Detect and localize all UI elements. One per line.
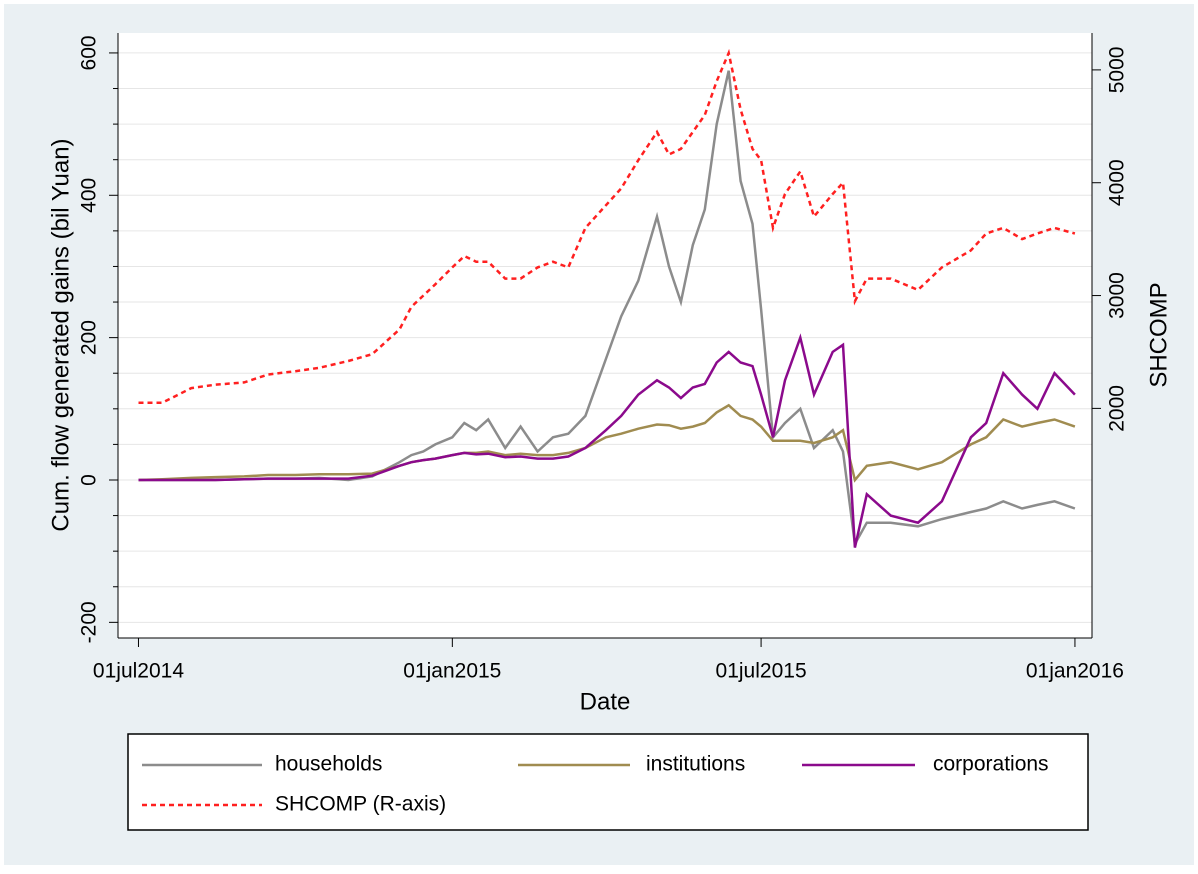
y-tick-label: -200 — [78, 601, 101, 643]
x-tick-label: 01jul2015 — [716, 660, 807, 683]
legend-label: institutions — [646, 753, 745, 776]
y-tick-label: 600 — [78, 35, 101, 70]
y2-axis-label: SHCOMP — [1145, 282, 1172, 387]
y-tick-label: 200 — [78, 320, 101, 355]
y2-tick-label: 3000 — [1106, 272, 1129, 319]
x-tick-label: 01jul2014 — [93, 660, 184, 683]
series-line — [138, 333, 1076, 548]
legend-label: SHCOMP (R-axis) — [275, 793, 446, 816]
y2-tick-label: 4000 — [1106, 159, 1129, 206]
legend-label: households — [275, 753, 382, 776]
y2-tick-label: 5000 — [1106, 47, 1129, 94]
plot-area — [118, 33, 1092, 638]
legend-label: corporations — [933, 753, 1049, 776]
legend — [127, 733, 1089, 831]
y2-tick-label: 2000 — [1106, 385, 1129, 432]
x-tick-label: 01jan2016 — [1026, 660, 1124, 683]
y-tick-label: 400 — [78, 178, 101, 213]
y-axis-label: Cum. flow generated gains (bil Yuan) — [47, 138, 74, 531]
x-axis-label: Date — [580, 688, 631, 715]
y-tick-label: 0 — [78, 474, 101, 486]
series-line — [138, 403, 1076, 483]
series-line — [138, 48, 1076, 404]
x-tick-label: 01jan2015 — [403, 660, 501, 683]
